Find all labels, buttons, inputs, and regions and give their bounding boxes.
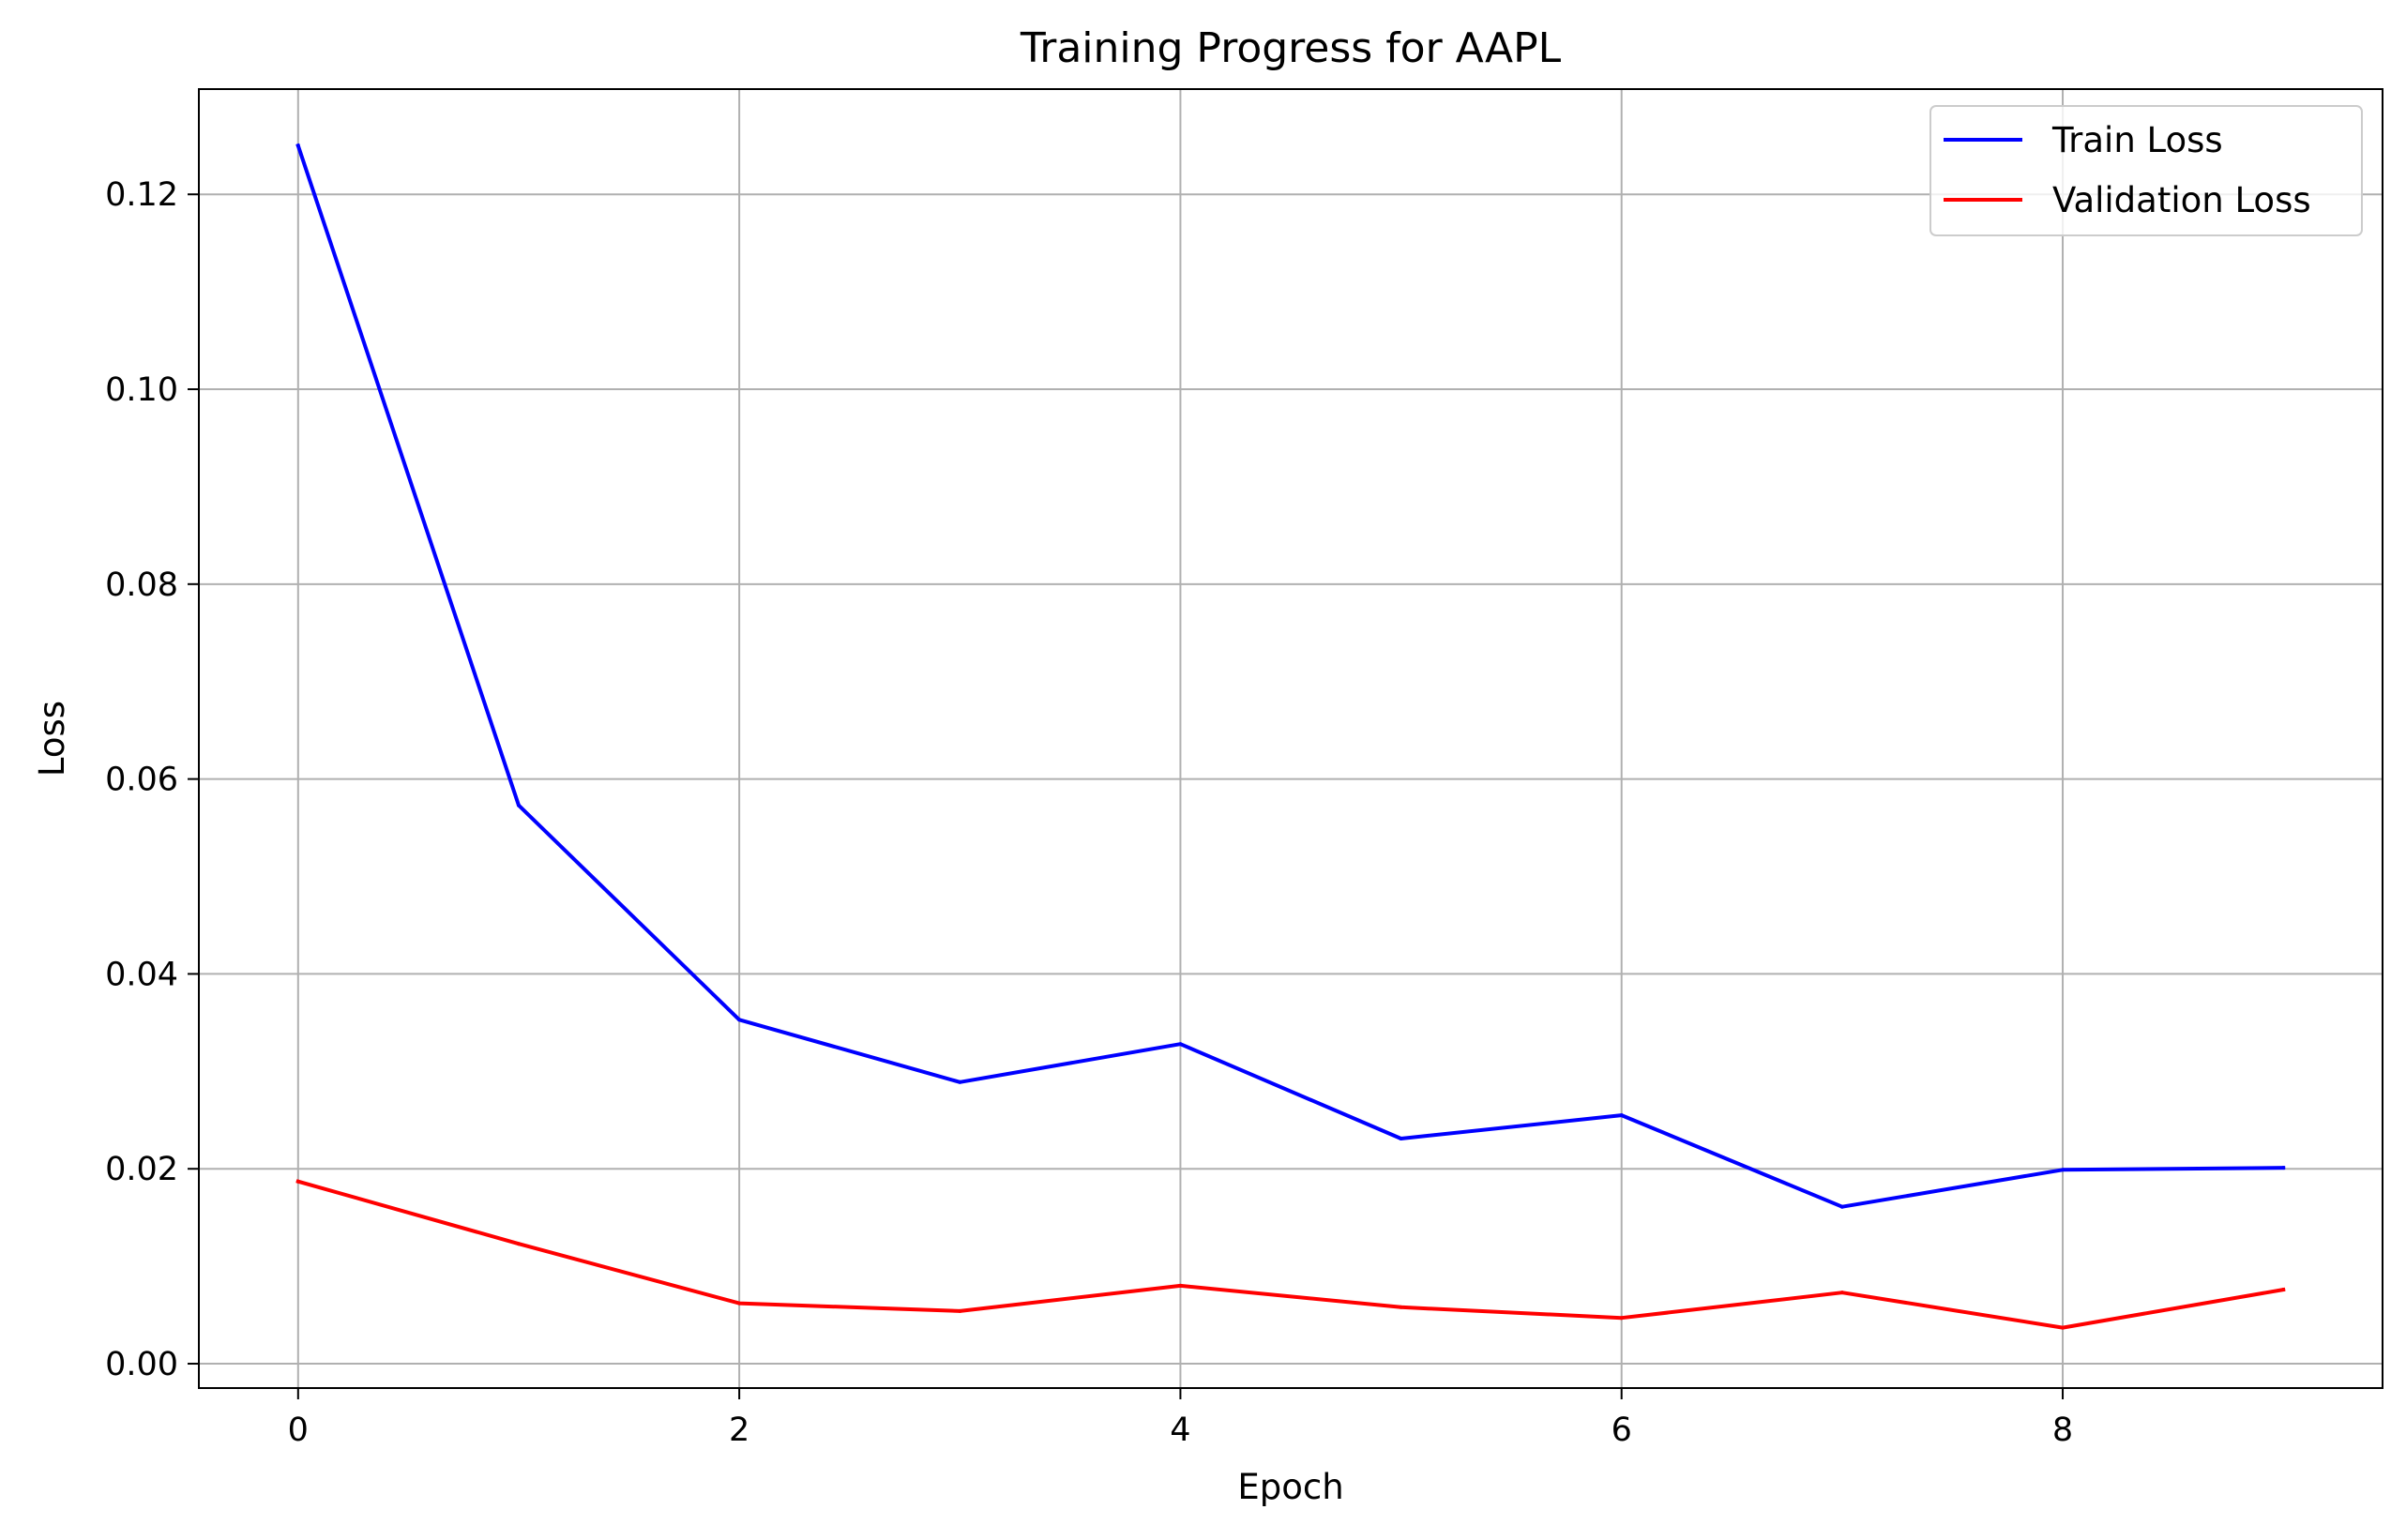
chart-title: Training Progress for AAPL (1020, 24, 1562, 72)
y-tick-label: 0.04 (105, 956, 178, 993)
x-axis-ticks: 0 2 4 6 8 (288, 1388, 2073, 1449)
data-point-1-2 (737, 1301, 742, 1306)
x-tick-label: 0 (288, 1412, 309, 1449)
data-point-1-8 (2061, 1325, 2066, 1330)
y-tick-label: 0.10 (105, 371, 178, 409)
y-axis-ticks: 0.00 0.02 0.04 0.06 0.08 0.10 0.12 (105, 176, 199, 1383)
data-point-0-5 (1399, 1137, 1403, 1141)
data-point-1-4 (1178, 1283, 1183, 1288)
series-line-1 (295, 1179, 2286, 1330)
data-point-0-1 (516, 803, 521, 808)
data-point-1-0 (295, 1179, 300, 1184)
y-tick-label: 0.02 (105, 1151, 178, 1188)
data-point-0-2 (737, 1018, 742, 1022)
data-point-1-7 (1839, 1291, 1844, 1295)
data-point-0-6 (1619, 1113, 1624, 1118)
series-lines (295, 143, 2286, 1330)
legend-label-0: Train Loss (2051, 120, 2223, 160)
y-tick-label: 0.08 (105, 566, 178, 604)
x-tick-label: 4 (1170, 1412, 1190, 1449)
data-point-0-7 (1839, 1204, 1844, 1209)
chart-legend: Train Loss Validation Loss (1929, 105, 2363, 236)
data-point-1-1 (516, 1242, 521, 1246)
series-line-0 (295, 143, 2286, 1209)
y-tick-label: 0.06 (105, 762, 178, 799)
data-point-1-5 (1399, 1305, 1403, 1309)
y-axis-label: Loss (32, 701, 72, 777)
data-point-1-9 (2281, 1288, 2286, 1292)
data-point-0-0 (295, 143, 300, 148)
y-tick-label: 0.12 (105, 176, 178, 214)
data-point-1-3 (958, 1308, 962, 1313)
x-axis-label: Epoch (1237, 1467, 1343, 1507)
data-point-0-3 (958, 1080, 962, 1084)
data-point-0-4 (1178, 1042, 1183, 1047)
y-tick-label: 0.00 (105, 1346, 178, 1383)
x-tick-label: 2 (729, 1412, 749, 1449)
data-point-0-9 (2281, 1166, 2286, 1170)
x-tick-label: 8 (2052, 1412, 2073, 1449)
grid-lines (199, 89, 2383, 1388)
plot-area-frame (198, 88, 2383, 1389)
legend-box (1929, 105, 2363, 236)
x-tick-label: 6 (1612, 1412, 1632, 1449)
data-point-1-6 (1619, 1316, 1624, 1321)
legend-label-1: Validation Loss (2052, 180, 2311, 220)
data-point-0-8 (2061, 1168, 2066, 1172)
